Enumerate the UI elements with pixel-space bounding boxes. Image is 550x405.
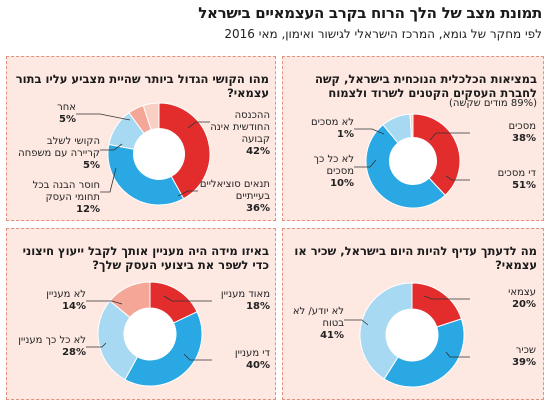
chart-title-survival: במציאות הכלכלית הנוכחית בישראל, קשה לחבר… [314, 72, 537, 100]
donut-hole [386, 309, 438, 361]
slice-label-self-employed: עצמאי 20% [508, 287, 536, 310]
slice-label-agree: מסכים 38% [508, 121, 536, 144]
donut-chart-consulting [97, 281, 203, 387]
page-subtitle: לפי מחקר של גומא, המרכז הישראלי לגישור ו… [224, 27, 542, 41]
donut-hole [124, 308, 176, 360]
slice-label-social-conditions: תנאים סוציאליים בעייתיים 36% [199, 179, 270, 214]
chart-title-consulting: באיזו מידה היה מעניין אותך לקבל ייעוץ חי… [22, 244, 269, 272]
donut-chart-difficulty [107, 102, 211, 206]
slice-label-not-really-interested: לא כל כך מעניין 28% [18, 335, 86, 358]
slice-label-career-family: הקושי לשלב קריירה עם משפחה 5% [18, 136, 100, 171]
donut-hole [389, 137, 437, 185]
chart-title-employment: מה לדעתך עדיף להיות היום בישראל, שכיר או… [294, 244, 537, 272]
slice-label-not-interested: לא מעניין 14% [46, 289, 86, 312]
chart-note-survival: (89% מודים שקשה) [448, 98, 537, 109]
slice-label-other: אחר 5% [57, 102, 76, 125]
slice-label-employee: שכיר 39% [512, 345, 536, 368]
slice-label-disagree: לא מסכים 1% [311, 117, 354, 140]
slice-label-fairly-interested: די מעניין 40% [234, 348, 270, 371]
slice-label-lack-understanding: חוסר הבנה בכל תחומי העסק 12% [32, 180, 100, 215]
donut-hole [133, 128, 185, 180]
slice-label-very-interested: מאוד מעניין 18% [220, 289, 270, 312]
slice-label-unsure: לא יודע/ לא בטוח 41% [292, 306, 344, 341]
slice-label-irregular-income: ההכנסה החודשית אינה קבועה 42% [210, 110, 270, 157]
donut-chart-employment [359, 282, 465, 388]
slice-label-somewhat-agree: די מסכים 51% [497, 168, 536, 191]
page-title: תמונת מצב של הלך הרוח בקרב העצמאיים בישר… [198, 4, 542, 22]
donut-chart-survival [365, 113, 461, 209]
chart-title-difficulty: מהו הקושי הגדול ביותר שהיית מצביע עליו ב… [15, 72, 269, 100]
slice-label-not-really-agree: לא כל כך מסכים 10% [313, 154, 354, 189]
